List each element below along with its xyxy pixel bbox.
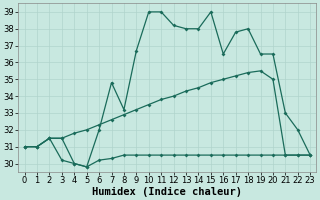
- X-axis label: Humidex (Indice chaleur): Humidex (Indice chaleur): [92, 186, 242, 197]
